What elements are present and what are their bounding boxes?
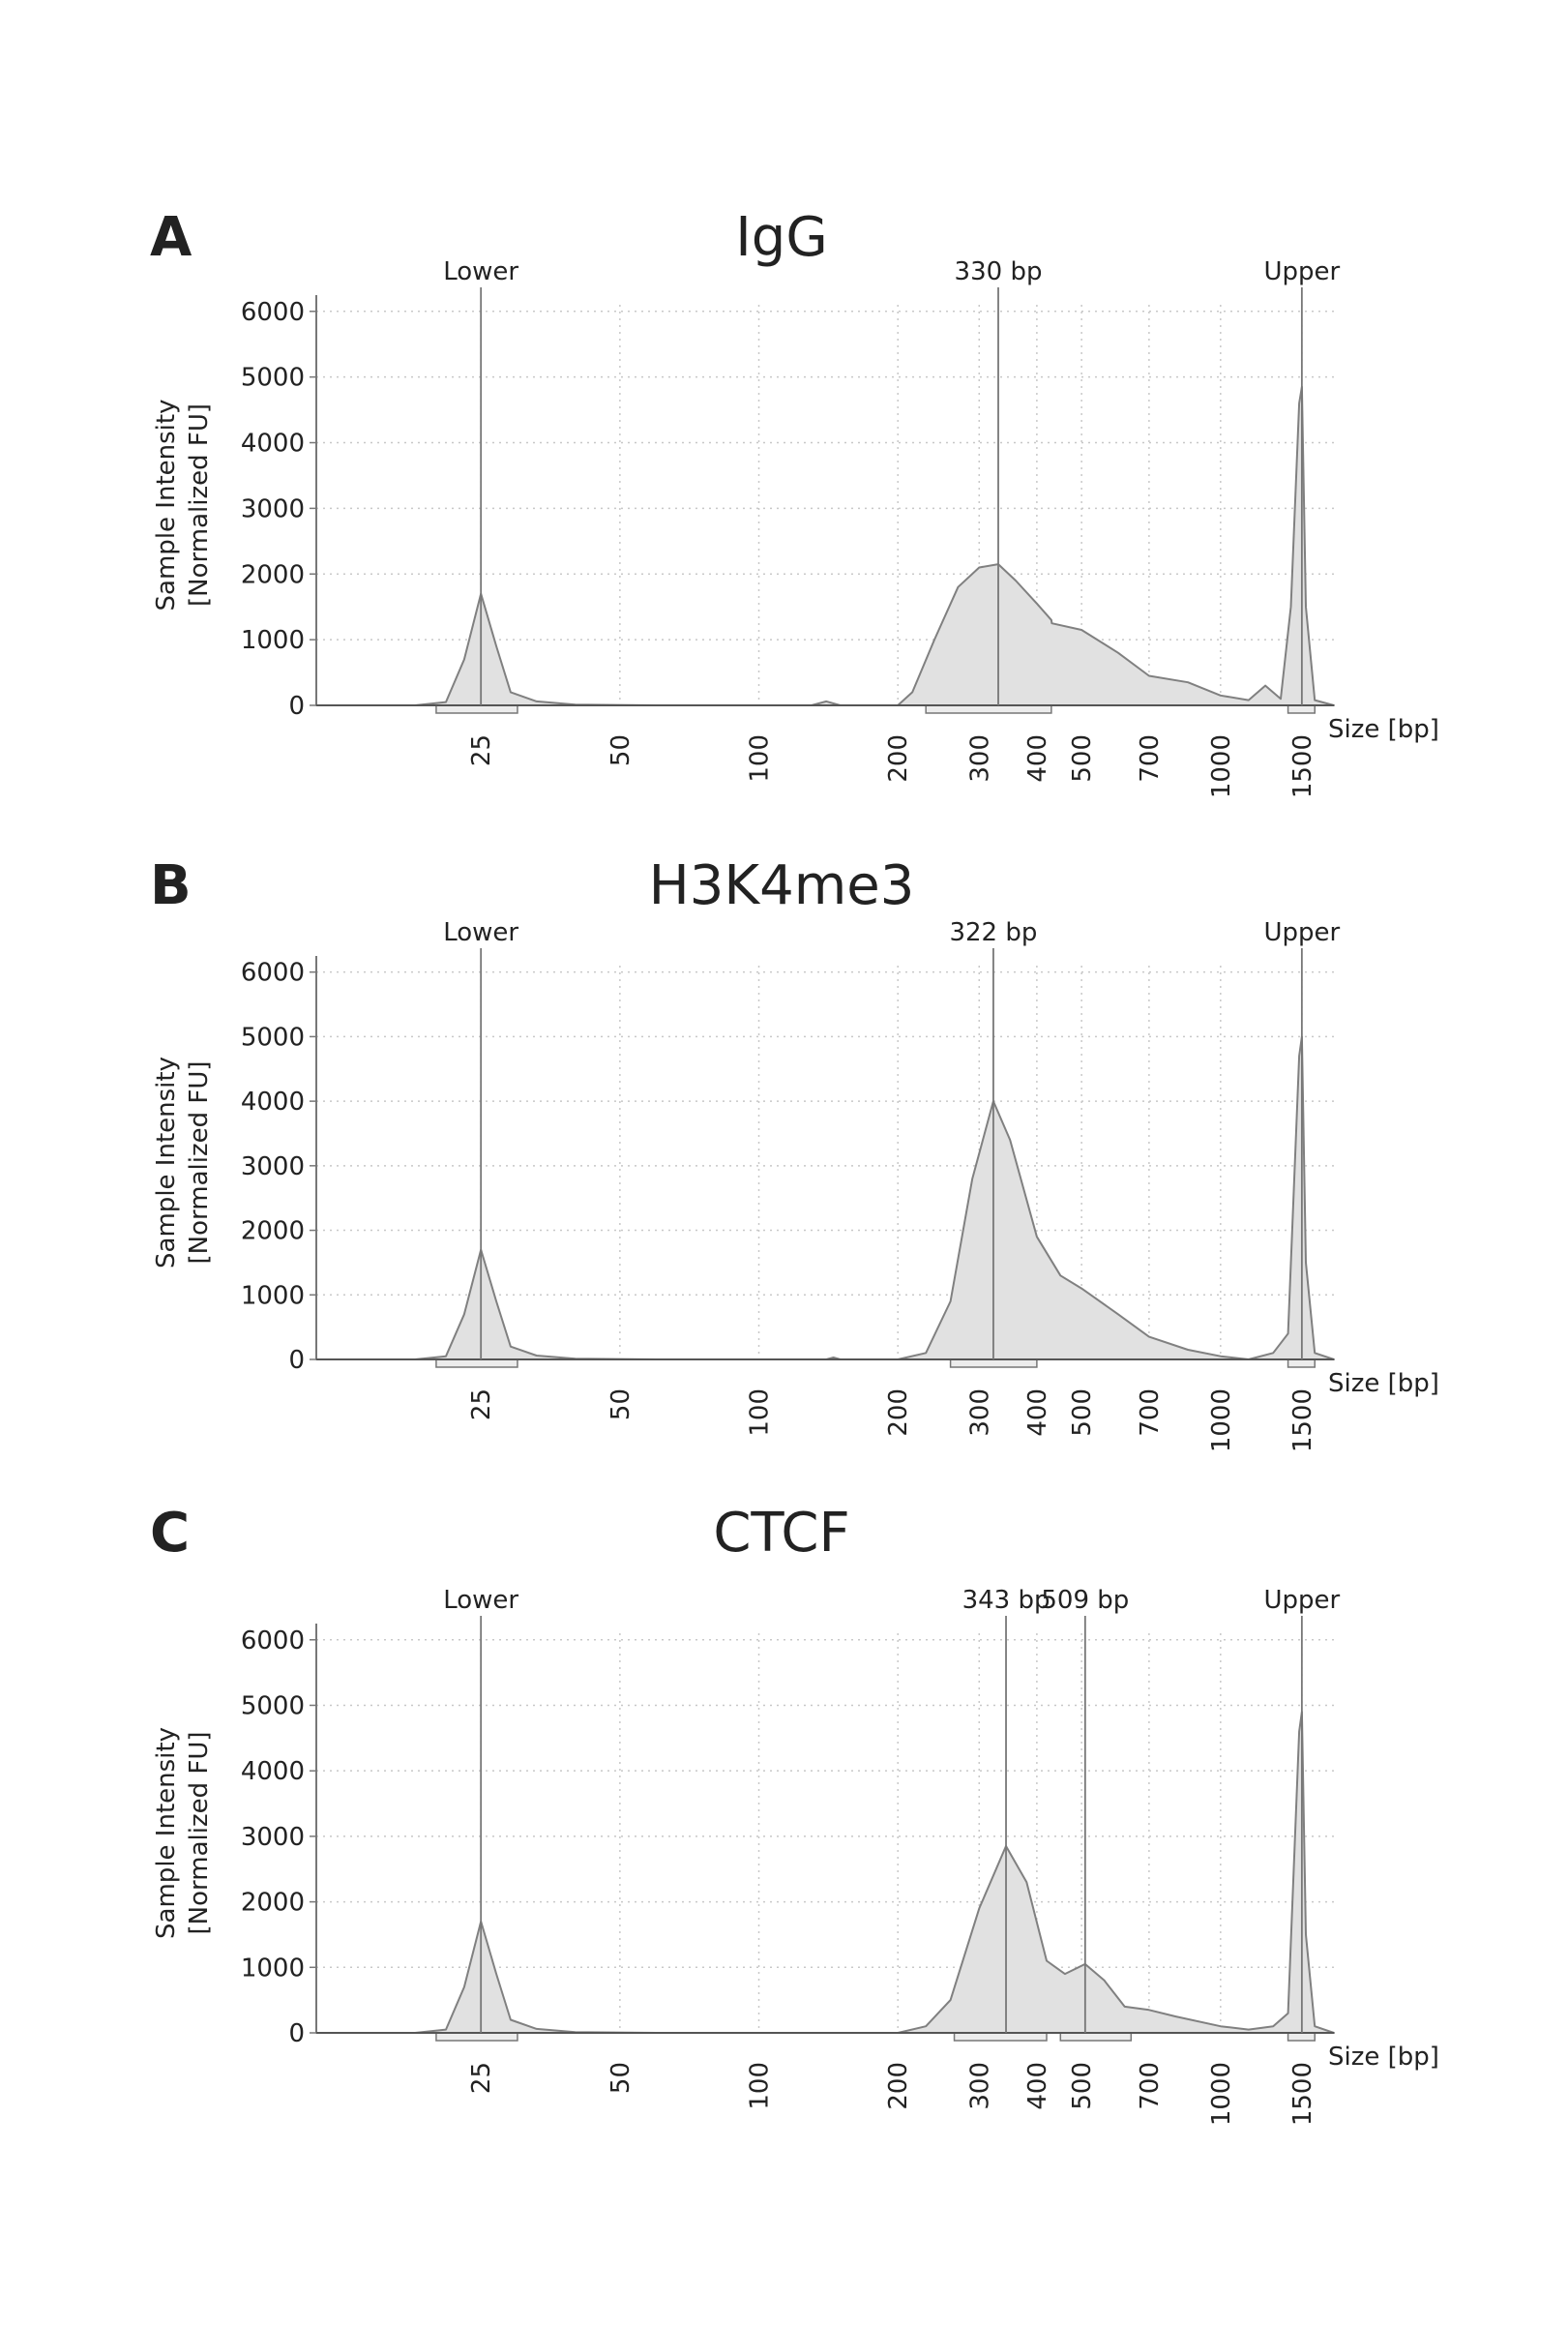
- y-tick-label: 0: [288, 692, 305, 721]
- peak-label: Upper: [1263, 918, 1340, 947]
- y-tick-label: 1000: [241, 1281, 305, 1310]
- x-tick-label: 25: [467, 2062, 496, 2094]
- y-tick-label: 6000: [241, 1626, 305, 1656]
- x-tick-label: 50: [606, 734, 636, 766]
- y-tick-label: 3000: [241, 1152, 305, 1181]
- y-axis-label: Sample Intensity [Normalized FU]: [152, 1057, 214, 1268]
- y-tick-label: 0: [288, 2019, 305, 2048]
- peak-label: Lower: [443, 918, 518, 947]
- y-axis-label-line: [Normalized FU]: [185, 403, 214, 607]
- y-tick-label: 3000: [241, 494, 305, 523]
- x-tick-label: 500: [1068, 1388, 1097, 1437]
- x-tick-label: 400: [1023, 2062, 1052, 2110]
- panel: B H3K4me3 Sample Intensity [Normalized FU] 0…: [150, 854, 1439, 1452]
- y-axis-label-line: Sample Intensity: [152, 1057, 181, 1268]
- integration-region: [435, 2032, 518, 2042]
- chart-title: CTCF: [713, 1502, 849, 1565]
- x-tick-label: 200: [884, 2062, 913, 2110]
- panel-letter: A: [150, 206, 192, 269]
- panel-letter: B: [150, 854, 192, 917]
- chart-title: H3K4me3: [649, 854, 915, 917]
- peak-label: 330 bp: [955, 257, 1043, 286]
- y-axis-label-line: [Normalized FU]: [185, 1732, 214, 1935]
- x-tick-label: 50: [606, 2062, 636, 2094]
- x-tick-label: 1000: [1207, 2062, 1236, 2126]
- y-tick-label: 2000: [241, 1217, 305, 1246]
- y-tick-label: 0: [288, 1346, 305, 1375]
- integration-region: [1287, 704, 1316, 714]
- chart-title: IgG: [735, 206, 827, 269]
- integration-region: [1059, 2032, 1133, 2042]
- y-tick-label: 4000: [241, 430, 305, 459]
- x-tick-label: 1500: [1288, 734, 1317, 798]
- integration-region: [435, 704, 518, 714]
- panel-letter: C: [150, 1502, 190, 1565]
- x-tick-label: 200: [884, 1388, 913, 1437]
- x-tick-label: 1500: [1288, 2062, 1317, 2126]
- x-tick-label: 300: [965, 2062, 994, 2110]
- x-tick-label: 25: [467, 1388, 496, 1420]
- x-axis-label: Size [bp]: [1328, 2043, 1439, 2072]
- y-axis-label: Sample Intensity [Normalized FU]: [152, 1727, 214, 1939]
- integration-region: [1287, 1358, 1316, 1368]
- x-axis-label: Size [bp]: [1328, 715, 1439, 744]
- integration-region: [925, 704, 1052, 714]
- y-axis-label: Sample Intensity [Normalized FU]: [152, 400, 214, 612]
- peak-label: Lower: [443, 1586, 518, 1615]
- x-tick-label: 700: [1136, 1388, 1165, 1437]
- y-tick-label: 6000: [241, 959, 305, 988]
- peak-label: Upper: [1263, 257, 1340, 286]
- y-tick-label: 3000: [241, 1823, 305, 1852]
- x-tick-label: 100: [746, 2062, 775, 2110]
- y-tick-label: 4000: [241, 1088, 305, 1117]
- x-tick-label: 50: [606, 1388, 636, 1420]
- peak-label: 343 bp: [962, 1586, 1050, 1615]
- area: [315, 1711, 1335, 2034]
- y-axis-label-line: [Normalized FU]: [185, 1061, 214, 1265]
- integration-region: [435, 1358, 518, 1368]
- panel: A IgG Sample Intensity [Normalized FU] 0 1000…: [150, 206, 1439, 798]
- x-axis-label: Size [bp]: [1328, 1369, 1439, 1398]
- y-axis-label-line: Sample Intensity: [152, 1727, 181, 1939]
- y-tick-label: 5000: [241, 1691, 305, 1720]
- x-tick-label: 300: [965, 734, 994, 783]
- integration-region: [1287, 2032, 1316, 2042]
- x-tick-label: 100: [746, 734, 775, 783]
- integration-region: [949, 1358, 1038, 1368]
- x-tick-label: 1000: [1207, 1388, 1236, 1452]
- x-tick-label: 300: [965, 1388, 994, 1437]
- peak-label: Upper: [1263, 1586, 1340, 1615]
- x-tick-label: 400: [1023, 734, 1052, 783]
- y-tick-label: 1000: [241, 626, 305, 655]
- integration-region: [953, 2032, 1048, 2042]
- x-tick-label: 500: [1068, 2062, 1097, 2110]
- y-tick-label: 4000: [241, 1757, 305, 1786]
- x-tick-label: 200: [884, 734, 913, 783]
- y-tick-label: 6000: [241, 298, 305, 327]
- x-tick-label: 25: [467, 734, 496, 766]
- x-tick-label: 1500: [1288, 1388, 1317, 1452]
- y-tick-label: 5000: [241, 1023, 305, 1052]
- y-tick-label: 1000: [241, 1954, 305, 1983]
- x-tick-label: 400: [1023, 1388, 1052, 1437]
- peak-label: Lower: [443, 257, 518, 286]
- y-tick-label: 2000: [241, 560, 305, 589]
- y-tick-label: 2000: [241, 1889, 305, 1918]
- panel: C CTCF Sample Intensity [Normalized FU] 0 100…: [150, 1502, 1439, 2126]
- y-axis-label-line: Sample Intensity: [152, 400, 181, 612]
- x-tick-label: 700: [1136, 2062, 1165, 2110]
- y-tick-label: 5000: [241, 364, 305, 393]
- area: [315, 1035, 1335, 1360]
- x-tick-label: 700: [1136, 734, 1165, 783]
- peak-label: 509 bp: [1041, 1586, 1129, 1615]
- x-tick-label: 100: [746, 1388, 775, 1437]
- x-tick-label: 500: [1068, 734, 1097, 783]
- x-tick-label: 1000: [1207, 734, 1236, 798]
- peak-label: 322 bp: [949, 918, 1037, 947]
- area: [315, 385, 1335, 706]
